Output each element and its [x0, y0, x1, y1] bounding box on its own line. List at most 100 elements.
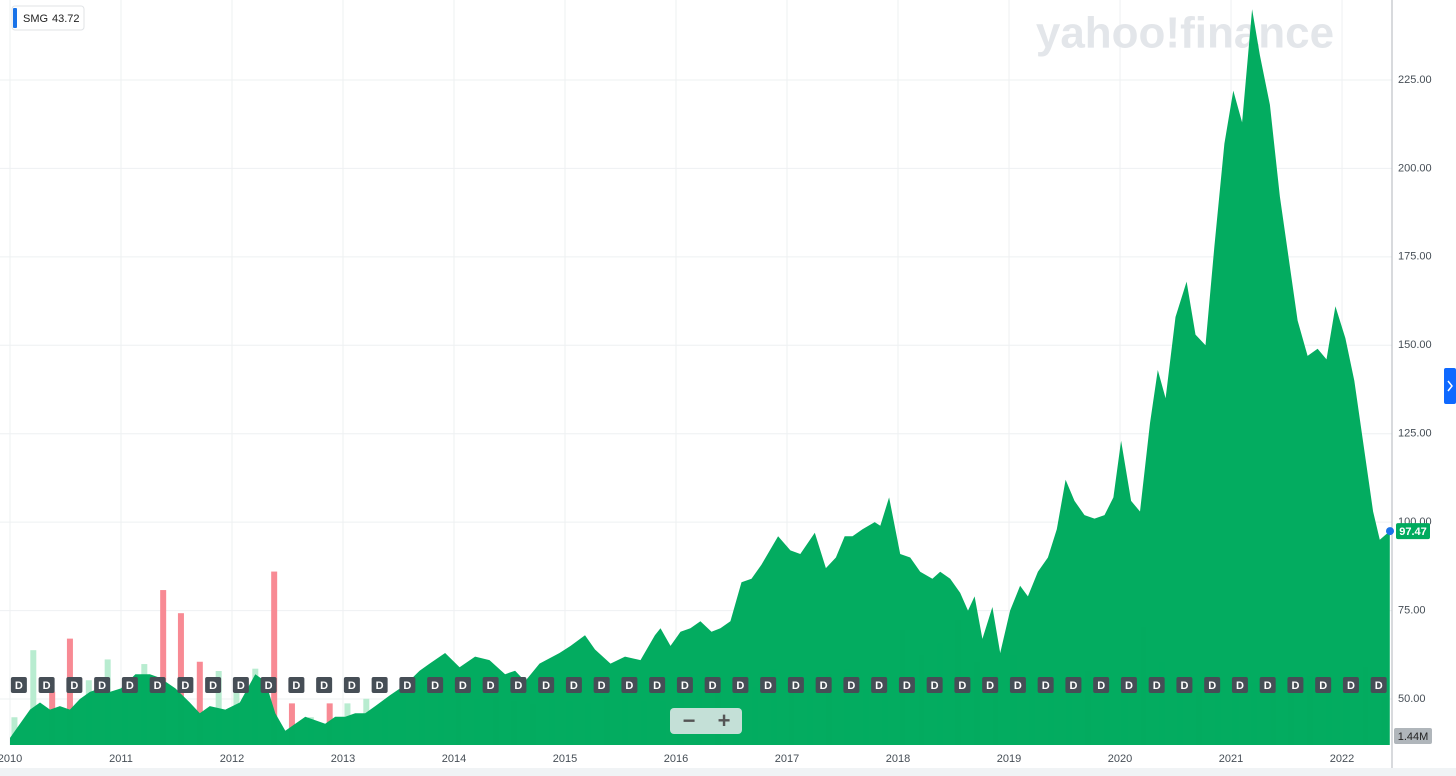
side-arrow: [1447, 380, 1453, 392]
dividend-marker: [593, 677, 610, 693]
dividend-label: D: [903, 680, 911, 692]
volume-bar: [11, 717, 18, 745]
dividend-label: D: [376, 680, 384, 692]
dividend-label: D: [820, 680, 828, 692]
dividend-marker: [1120, 677, 1137, 693]
dividend-label: D: [181, 680, 189, 692]
dividend-marker: [288, 677, 305, 693]
y-tick-label: 150.00: [1398, 339, 1432, 351]
dividend-label: D: [1180, 680, 1188, 692]
dividend-marker: [205, 677, 222, 693]
dividend-marker: [399, 677, 416, 693]
dividend-marker: [260, 677, 277, 693]
x-tick-label: 2022: [1330, 753, 1354, 765]
dividend-label: D: [348, 680, 356, 692]
x-tick-label: 2010: [0, 753, 22, 765]
dividend-marker: [926, 677, 943, 693]
dividend-marker: [1037, 677, 1054, 693]
volume-bar: [196, 661, 203, 745]
dividend-marker: [343, 677, 360, 693]
dividend-marker: [94, 677, 111, 693]
side-button[interactable]: [1444, 368, 1456, 404]
dividend-marker: [649, 677, 666, 693]
dividend-label: D: [542, 680, 550, 692]
volume-bar: [288, 703, 295, 745]
x-tick-label: 2013: [331, 753, 355, 765]
dividend-marker: [815, 677, 832, 693]
volume-bar: [160, 590, 167, 745]
zoom-out[interactable]: −: [683, 708, 696, 733]
y-tick-label: 50.00: [1398, 693, 1426, 705]
dividend-marker: [510, 677, 527, 693]
dividend-marker: [1148, 677, 1165, 693]
dividend-marker: [1370, 677, 1387, 693]
dividend-marker: [1315, 677, 1332, 693]
dividend-marker: [1093, 677, 1110, 693]
x-tick-label: 2019: [997, 753, 1021, 765]
dividend-label: D: [70, 680, 78, 692]
dividend-label: D: [1153, 680, 1161, 692]
dividend-label: D: [431, 680, 439, 692]
y-tick-label: 175.00: [1398, 251, 1432, 263]
price-area: [9, 9, 1390, 745]
dividend-label: D: [1125, 680, 1133, 692]
dividend-marker: [843, 677, 860, 693]
dividend-label: D: [292, 680, 300, 692]
last-price-tag: [1396, 523, 1430, 540]
dividend-marker: [427, 677, 444, 693]
dividend-marker: [1204, 677, 1221, 693]
x-tick-label: 2016: [664, 753, 688, 765]
last-volume-label: 1.44M: [1398, 731, 1429, 743]
dividend-marker: [676, 677, 693, 693]
dividend-marker: [1287, 677, 1304, 693]
bottom-strip: [0, 768, 1456, 776]
dividend-marker: [704, 677, 721, 693]
x-tick-label: 2017: [775, 753, 799, 765]
dividend-marker: [1009, 677, 1026, 693]
x-tick-label: 2014: [442, 753, 466, 765]
legend-name: SMG: [23, 13, 48, 25]
dividend-label: D: [237, 680, 245, 692]
dividend-label: D: [514, 680, 522, 692]
dividend-label: D: [1347, 680, 1355, 692]
side-tab[interactable]: [1444, 368, 1456, 404]
dividend-label: D: [570, 680, 578, 692]
dividend-marker: [954, 677, 971, 693]
dividend-label: D: [209, 680, 217, 692]
dividend-label: D: [43, 680, 51, 692]
legend-swatch: [13, 8, 17, 28]
x-tick-label: 2011: [109, 753, 133, 765]
dividend-label: D: [931, 680, 939, 692]
x-tick-label: 2015: [553, 753, 577, 765]
dividend-marker: [316, 677, 333, 693]
dividend-label: D: [958, 680, 966, 692]
dividend-label: D: [1208, 680, 1216, 692]
zoom-box: [670, 708, 742, 734]
dividend-label: D: [1069, 680, 1077, 692]
dividend-marker: [1259, 677, 1276, 693]
dividend-label: D: [1375, 680, 1383, 692]
y-tick-label: 75.00: [1398, 604, 1426, 616]
dividend-marker: [871, 677, 888, 693]
dividend-label: D: [1319, 680, 1327, 692]
dividend-label: D: [875, 680, 883, 692]
dividend-label: D: [98, 680, 106, 692]
dividend-label: D: [625, 680, 633, 692]
dividend-label: D: [709, 680, 717, 692]
dividend-marker: [982, 677, 999, 693]
dividend-label: D: [1236, 680, 1244, 692]
y-tick-label: 125.00: [1398, 428, 1432, 440]
legend-box: [11, 5, 85, 31]
dividend-label: D: [320, 680, 328, 692]
zoom-in[interactable]: +: [718, 708, 731, 733]
dividend-marker: [1342, 677, 1359, 693]
x-tick-label: 2021: [1219, 753, 1243, 765]
legend: SMG 43.72: [11, 5, 85, 31]
dividend-marker: [1176, 677, 1193, 693]
dividend-label: D: [1264, 680, 1272, 692]
dividend-marker: [10, 677, 27, 693]
dividend-marker: [121, 677, 138, 693]
dividend-label: D: [986, 680, 994, 692]
dividend-label: D: [792, 680, 800, 692]
